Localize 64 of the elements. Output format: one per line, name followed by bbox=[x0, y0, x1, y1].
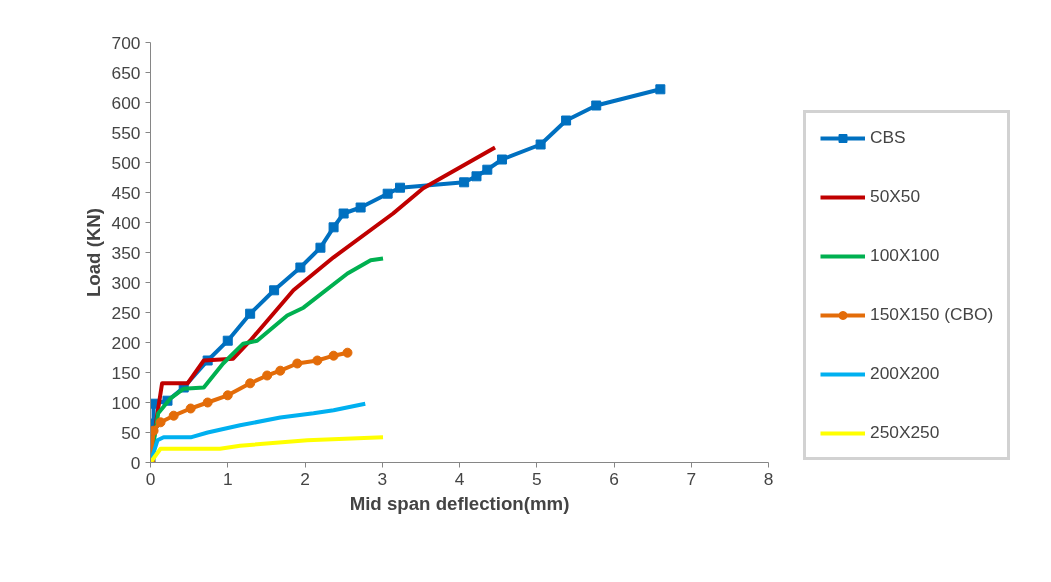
x-tick-label: 3 bbox=[377, 468, 388, 489]
x-tick-label: 0 bbox=[145, 468, 156, 489]
y-tick-label: 450 bbox=[111, 182, 141, 203]
x-tick-label: 8 bbox=[763, 468, 774, 489]
point bbox=[292, 358, 303, 369]
point bbox=[222, 335, 233, 346]
point bbox=[185, 403, 196, 414]
legend-label: CBS bbox=[870, 127, 906, 148]
line-series bbox=[150, 435, 386, 463]
y-tick-label: 150 bbox=[111, 362, 141, 383]
x-tick-label: 6 bbox=[609, 468, 619, 489]
point bbox=[150, 425, 159, 436]
legend-label: 150X150 (CBO) bbox=[870, 304, 994, 325]
y-tick-label: 200 bbox=[111, 332, 141, 353]
y-tick-label: 350 bbox=[111, 242, 141, 263]
y-tick-label: 550 bbox=[111, 122, 141, 143]
y-tick-label: 50 bbox=[121, 422, 141, 443]
legend-label: 50X50 bbox=[870, 186, 921, 207]
y-tick-label: 500 bbox=[111, 152, 141, 173]
point bbox=[395, 182, 406, 193]
point bbox=[591, 100, 602, 111]
point bbox=[496, 154, 507, 165]
point bbox=[202, 397, 213, 408]
point bbox=[382, 188, 393, 199]
point bbox=[315, 242, 326, 253]
y-tick-label: 600 bbox=[111, 92, 141, 113]
point bbox=[355, 202, 366, 213]
point bbox=[168, 410, 179, 421]
point bbox=[275, 365, 286, 376]
legend-label: 100X100 bbox=[870, 245, 940, 266]
y-tick-label: 300 bbox=[111, 272, 141, 293]
point bbox=[535, 139, 546, 150]
y-tick-label: 650 bbox=[111, 62, 141, 83]
point bbox=[222, 390, 233, 401]
y-tick-label: 0 bbox=[130, 452, 141, 473]
point bbox=[561, 115, 572, 126]
point bbox=[482, 164, 493, 175]
point bbox=[338, 208, 349, 219]
point bbox=[655, 84, 666, 95]
x-tick-label: 4 bbox=[454, 468, 465, 489]
y-tick-label: 700 bbox=[111, 32, 141, 53]
x-tick-label: 2 bbox=[300, 468, 310, 489]
legend-label: 200X200 bbox=[870, 363, 940, 384]
point bbox=[471, 171, 482, 182]
point bbox=[245, 308, 256, 319]
point bbox=[269, 285, 280, 296]
point bbox=[328, 222, 339, 233]
x-tick-label: 5 bbox=[531, 468, 542, 489]
y-tick-label: 400 bbox=[111, 212, 141, 233]
x-axis-title: Mid span deflection(mm) bbox=[349, 492, 570, 514]
x-tick-label: 1 bbox=[222, 468, 233, 489]
point bbox=[459, 177, 470, 188]
point bbox=[295, 262, 306, 273]
point bbox=[245, 378, 256, 389]
x-tick-label: 7 bbox=[686, 468, 697, 489]
y-tick-label: 100 bbox=[111, 392, 141, 413]
y-tick-label: 250 bbox=[111, 302, 141, 323]
point bbox=[328, 350, 339, 361]
point bbox=[312, 355, 323, 366]
point bbox=[342, 347, 353, 358]
point bbox=[262, 370, 273, 381]
point bbox=[155, 417, 166, 428]
y-axis-title: Load (KN) bbox=[82, 207, 104, 298]
legend-label: 250X250 bbox=[870, 422, 940, 443]
